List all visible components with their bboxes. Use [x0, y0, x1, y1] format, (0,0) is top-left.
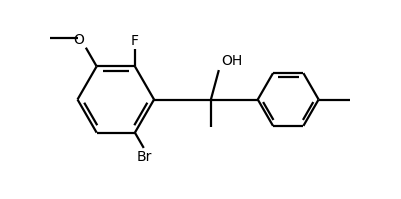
- Text: Br: Br: [137, 150, 152, 164]
- Text: OH: OH: [220, 54, 241, 68]
- Text: F: F: [131, 34, 139, 48]
- Text: O: O: [73, 33, 84, 47]
